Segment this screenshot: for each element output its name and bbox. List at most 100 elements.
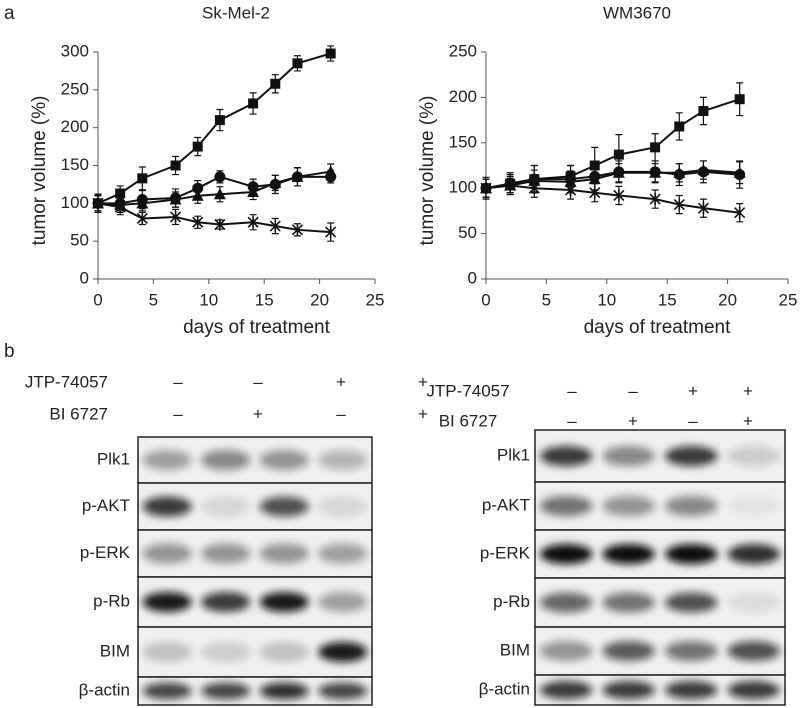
blot-band <box>201 496 251 517</box>
x-tick-label: 25 <box>779 290 798 309</box>
blot-band <box>665 592 718 613</box>
row-label: p-Rb <box>93 591 130 610</box>
marker-cross <box>673 198 685 211</box>
marker-triangle <box>191 189 204 201</box>
marker-cross <box>589 186 601 199</box>
blot-band <box>602 641 655 661</box>
series-line <box>485 169 740 190</box>
marker-triangle <box>612 166 625 178</box>
blot-band <box>727 544 780 564</box>
marker-square <box>214 115 225 126</box>
marker-square <box>734 94 745 105</box>
marker-square <box>170 160 181 171</box>
marker-square <box>292 58 303 69</box>
row-label: Plk1 <box>97 449 130 468</box>
marker-triangle <box>649 166 662 178</box>
blot-band <box>540 681 593 699</box>
marker-square <box>650 142 661 153</box>
x-axis-label: days of treatment <box>584 317 732 338</box>
row-label: p-Rb <box>493 592 530 611</box>
y-tick-label: 100 <box>61 193 89 212</box>
marker-triangle <box>324 165 337 177</box>
marker-cross <box>564 184 577 197</box>
row-label: β-actin <box>79 680 130 699</box>
treatment-sign: – <box>336 404 346 423</box>
marker-cross <box>192 216 204 229</box>
marker-cross <box>214 218 226 231</box>
marker-square <box>325 48 336 59</box>
treatment-label: BI 6727 <box>49 404 108 423</box>
blot-band <box>540 641 593 661</box>
treatment-sign: + <box>743 411 753 430</box>
y-tick-label: 250 <box>61 79 89 98</box>
series-line <box>97 202 331 234</box>
blot-band <box>665 641 718 661</box>
row-label: p-AKT <box>82 496 130 515</box>
blot-band <box>318 450 368 470</box>
x-tick-label: 15 <box>255 290 274 309</box>
blot-band <box>201 642 251 662</box>
marker-cross <box>291 223 304 236</box>
x-tick-label: 5 <box>149 290 158 309</box>
x-tick-label: 0 <box>93 290 102 309</box>
series-line <box>485 184 740 214</box>
blot-band <box>727 681 780 699</box>
marker-square <box>698 106 709 117</box>
marker-square <box>674 121 685 132</box>
blot-band <box>259 682 309 700</box>
treatment-sign: + <box>418 404 428 423</box>
blot-band <box>201 450 251 470</box>
treatment-sign: – <box>567 411 577 430</box>
blot-band <box>665 446 718 466</box>
x-tick-label: 10 <box>597 290 616 309</box>
marker-triangle <box>247 185 260 197</box>
marker-triangle <box>291 170 304 182</box>
blot-band <box>201 592 251 612</box>
treatment-sign: + <box>628 411 638 430</box>
blot-band <box>727 446 780 466</box>
y-tick-label: 150 <box>61 155 89 174</box>
y-tick-label: 300 <box>61 41 89 60</box>
marker-cross <box>528 182 540 195</box>
blot-band <box>259 543 309 564</box>
blot-band <box>602 544 655 564</box>
x-tick-label: 0 <box>481 290 490 309</box>
series-line <box>97 52 331 205</box>
blot-band <box>727 496 780 516</box>
marker-triangle <box>697 164 710 176</box>
treatment-sign: – <box>173 404 183 423</box>
y-tick-label: 50 <box>70 231 89 250</box>
row-label: p-ERK <box>80 543 131 562</box>
treatment-sign: – <box>688 411 698 430</box>
blot-band <box>201 543 251 564</box>
marker-triangle <box>269 176 282 188</box>
treatment-label: BI 6727 <box>439 411 498 430</box>
blot-band <box>318 682 368 700</box>
row-label: BIM <box>100 641 130 660</box>
x-tick-label: 25 <box>366 290 385 309</box>
blot-band <box>318 543 368 564</box>
treatment-sign: + <box>336 372 346 391</box>
blot-band <box>540 544 593 564</box>
marker-triangle <box>673 166 686 178</box>
marker-cross <box>247 216 259 229</box>
x-tick-label: 10 <box>199 290 218 309</box>
y-tick-label: 200 <box>61 117 89 136</box>
y-tick-label: 150 <box>449 132 477 151</box>
marker-triangle <box>136 197 149 209</box>
panel-label: a <box>4 3 15 24</box>
blot-band <box>665 681 718 699</box>
y-axis-label: tumor volume (%) <box>29 96 50 246</box>
marker-cross <box>325 226 337 239</box>
blot-band <box>142 496 192 517</box>
marker-triangle <box>588 173 601 185</box>
blot-band <box>665 496 718 516</box>
marker-cross <box>649 193 661 206</box>
marker-square <box>115 188 126 199</box>
marker-cross <box>504 179 516 192</box>
blot-band <box>201 682 251 700</box>
blot-band <box>540 446 593 466</box>
blot-band <box>318 496 368 517</box>
blot-band <box>602 592 655 613</box>
